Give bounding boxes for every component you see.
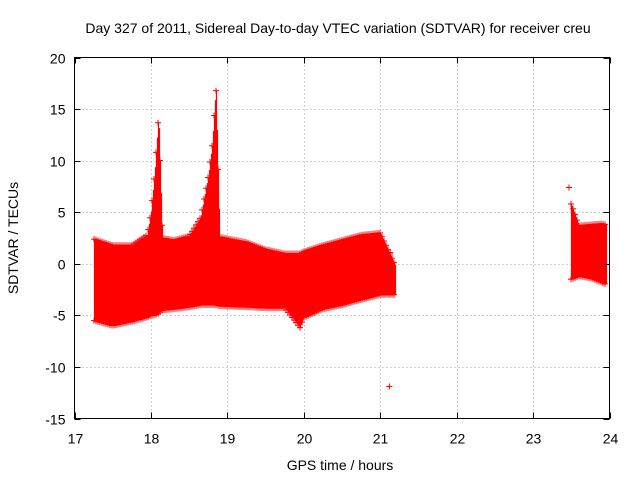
upper-marker <box>201 196 207 203</box>
upper-marker <box>155 119 161 126</box>
upper-marker <box>151 176 157 183</box>
upper-marker <box>187 231 193 238</box>
x-tick-label: 19 <box>220 431 236 447</box>
band-fill <box>93 90 397 328</box>
x-tick-label: 23 <box>526 431 542 447</box>
upper-marker <box>145 226 151 233</box>
upper-marker <box>159 222 165 229</box>
upper-marker <box>203 185 209 192</box>
x-axis-label: GPS time / hours <box>287 457 394 473</box>
y-tick-label: 20 <box>50 51 66 67</box>
upper-marker <box>568 200 574 207</box>
y-tick-label: -10 <box>45 360 65 376</box>
upper-marker <box>143 232 149 239</box>
y-tick-label: 0 <box>58 257 66 273</box>
upper-marker <box>389 255 395 262</box>
upper-marker <box>381 238 387 245</box>
upper-marker <box>213 87 219 94</box>
upper-marker <box>193 221 199 228</box>
x-tick-label: 20 <box>297 431 313 447</box>
upper-marker <box>191 225 197 232</box>
x-tick-label: 22 <box>450 431 466 447</box>
chart-title: Day 327 of 2011, Sidereal Day-to-day VTE… <box>85 20 590 36</box>
upper-marker <box>602 221 608 228</box>
upper-marker <box>189 228 195 235</box>
axis-layer: 17 18 19 20 21 22 23 24 -15 -10 -5 0 5 10 15 20 <box>45 51 618 447</box>
upper-marker <box>215 166 221 173</box>
x-tick-label: 17 <box>68 431 84 447</box>
lower-marker <box>391 291 397 298</box>
data-band-2 <box>568 200 608 288</box>
upper-marker <box>570 205 576 212</box>
grid-layer <box>74 57 610 419</box>
upper-marker <box>147 214 153 221</box>
upper-marker <box>211 112 217 119</box>
outlier-point <box>565 184 572 191</box>
lower-marker <box>299 319 305 326</box>
upper-marker <box>379 233 385 240</box>
plot-frame <box>74 57 610 419</box>
x-tick-label: 18 <box>144 431 160 447</box>
y-tick-label: 10 <box>50 154 66 170</box>
upper-marker <box>149 197 155 204</box>
upper-marker <box>574 217 580 224</box>
upper-marker <box>377 229 383 236</box>
y-tick-label: 15 <box>50 102 66 118</box>
upper-marker <box>199 206 205 213</box>
outlier-point <box>386 383 393 390</box>
data-layer <box>91 87 608 390</box>
data-band-1 <box>91 87 397 331</box>
outlier-point <box>387 249 394 256</box>
upper-marker <box>153 149 159 156</box>
upper-marker <box>205 174 211 181</box>
y-axis-label: SDTVAR / TECUs <box>5 182 21 294</box>
lower-marker <box>602 281 608 288</box>
upper-marker <box>383 242 389 249</box>
upper-marker <box>157 157 163 164</box>
lower-marker <box>297 324 303 331</box>
x-tick-label: 24 <box>603 431 619 447</box>
upper-marker <box>209 142 215 149</box>
upper-marker <box>207 158 213 165</box>
y-tick-label: -15 <box>45 412 65 428</box>
upper-marker <box>197 215 203 222</box>
y-tick-label: -5 <box>53 308 66 324</box>
y-tick-label: 5 <box>58 205 66 221</box>
x-tick-label: 21 <box>373 431 389 447</box>
upper-marker <box>572 211 578 218</box>
upper-marker <box>391 259 397 266</box>
upper-marker <box>195 218 201 225</box>
band-fill <box>570 204 608 285</box>
